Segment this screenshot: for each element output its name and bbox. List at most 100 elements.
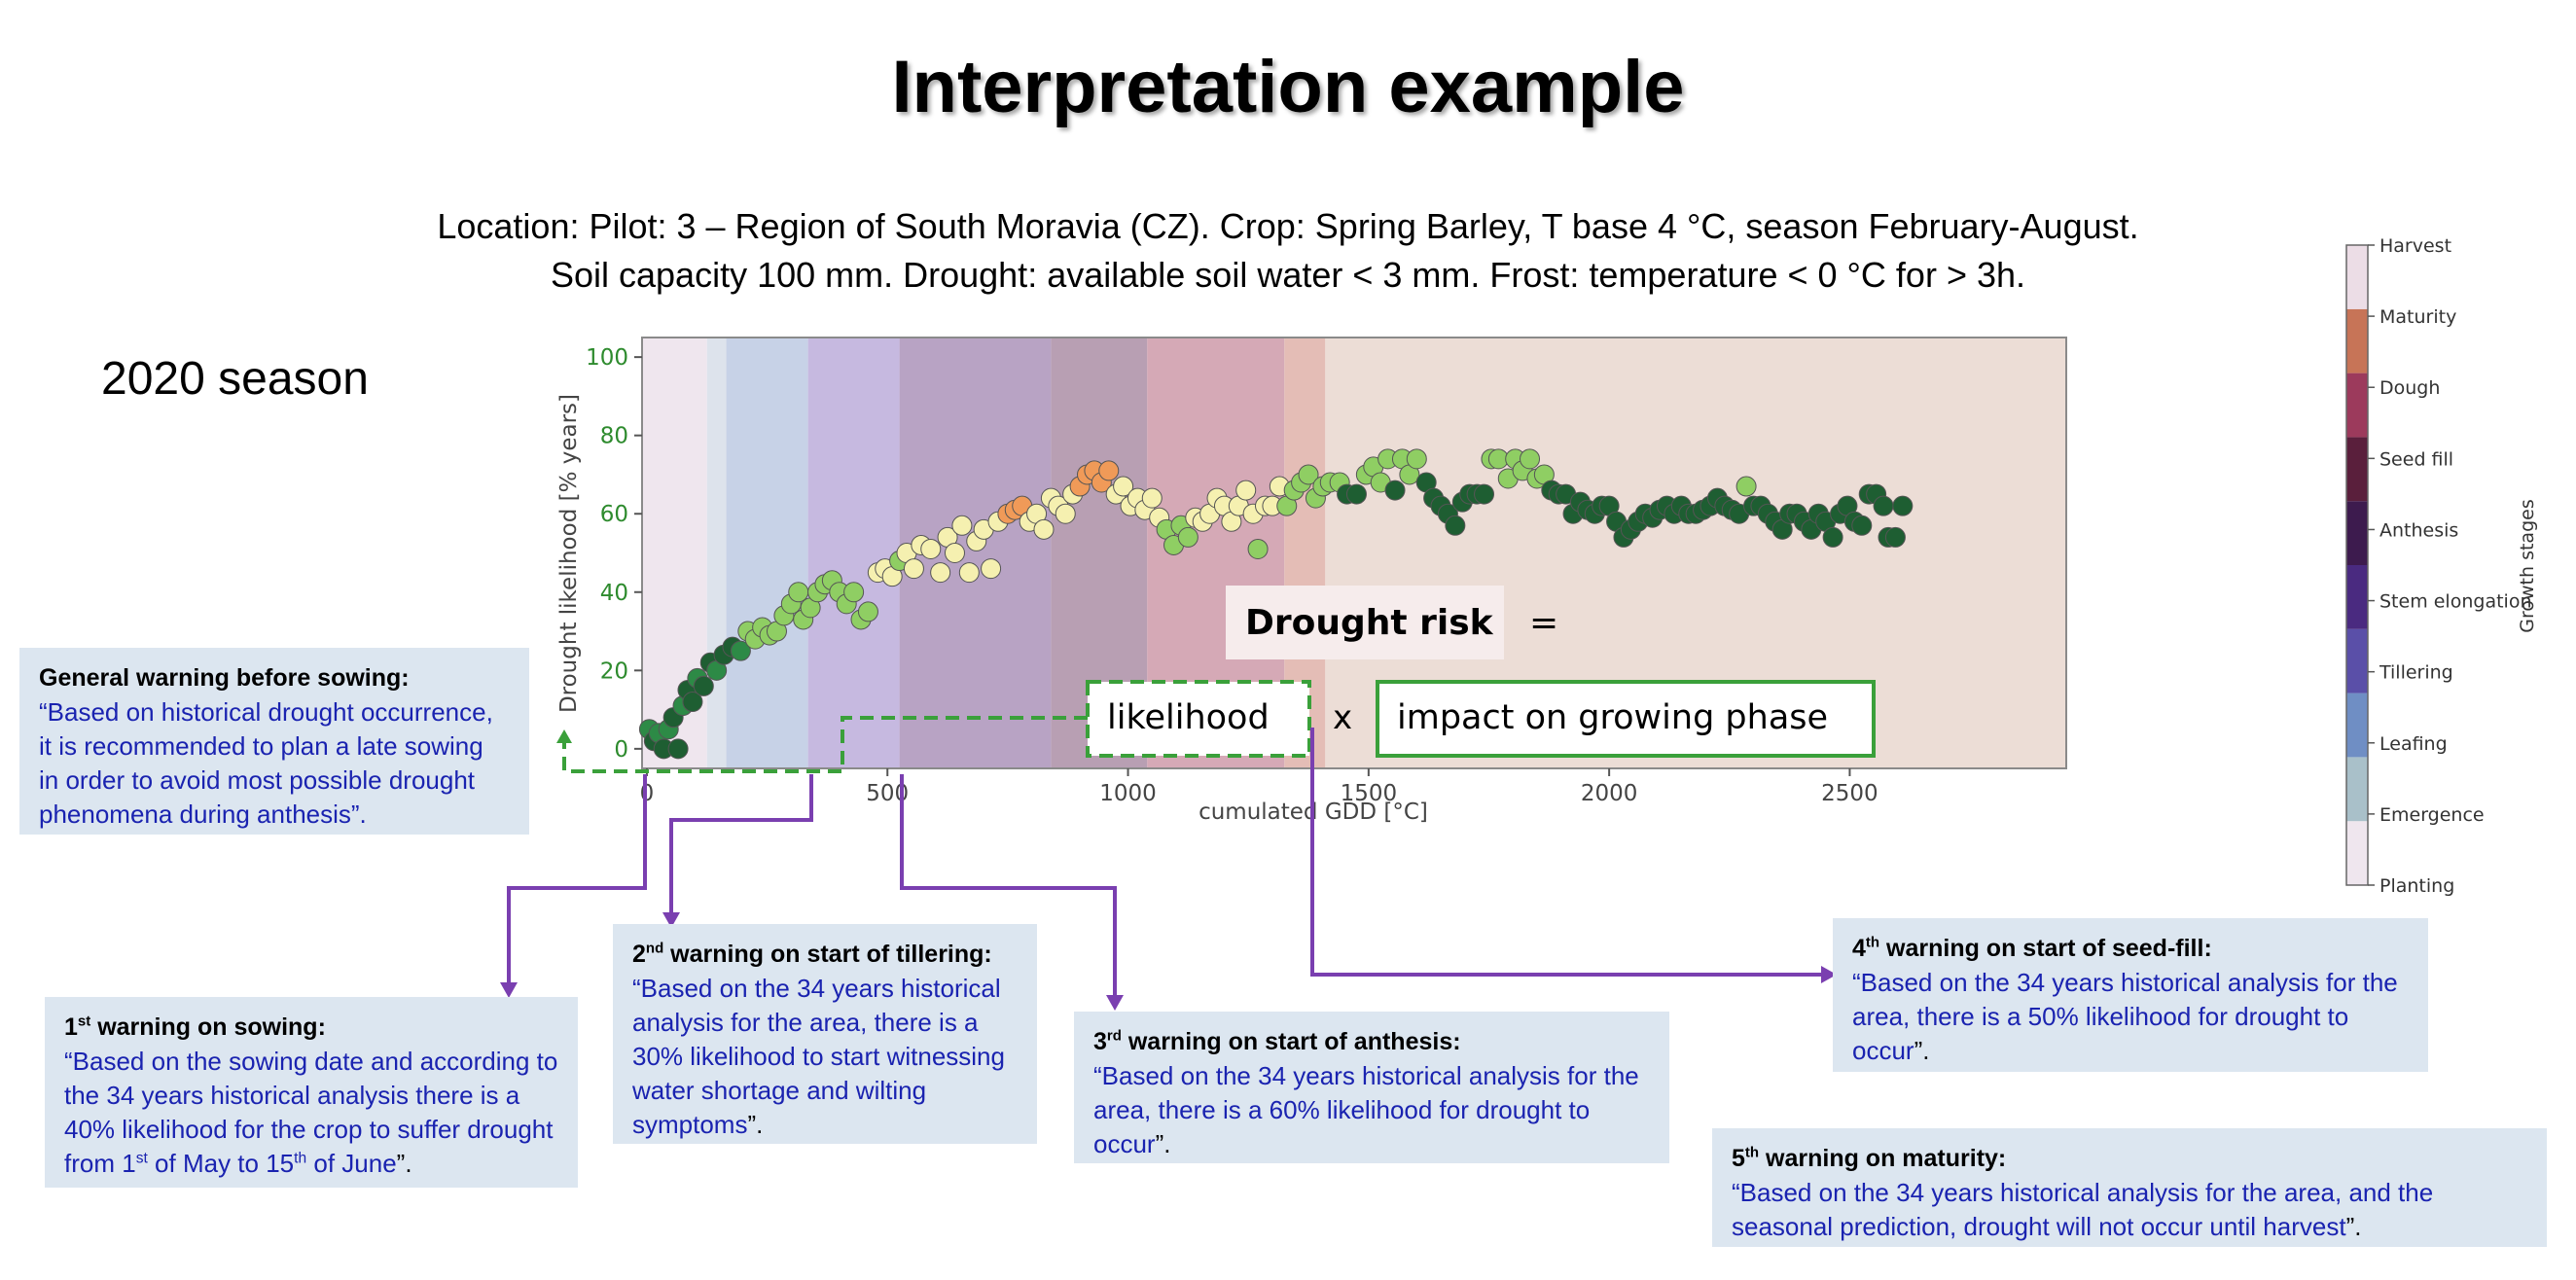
warning-3-header: 3rd warning on start of anthesis: [1093, 1027, 1461, 1055]
colorbar-stage-label: Stem elongation [2379, 591, 2531, 613]
data-point [730, 640, 751, 661]
data-point [920, 538, 942, 559]
colorbar-segment-harvest [2346, 245, 2368, 309]
colorbar-segment-anthesis [2346, 501, 2368, 565]
colorbar-segment-maturity [2346, 308, 2368, 373]
arrow-tillering [669, 774, 813, 914]
colorbar-segment-tillering [2346, 628, 2368, 693]
data-point [1884, 526, 1906, 548]
stage-band-3 [807, 338, 900, 768]
y-axis-label: Drought likelihood [% years] [556, 394, 582, 713]
warning-2-body: “Based on the 34 years historical analys… [632, 974, 1005, 1139]
general-warning-header: General warning before sowing: [39, 664, 410, 692]
data-point [1474, 483, 1495, 505]
colorbar-stage-label: Anthesis [2379, 519, 2458, 541]
subtitle-line-1: Location: Pilot: 3 – Region of South Mor… [437, 206, 2139, 246]
data-point [903, 558, 924, 580]
impact-text: impact on growing phase [1397, 698, 1828, 737]
colorbar-segment-stem-elongation [2346, 565, 2368, 629]
subtitle-line-2: Soil capacity 100 mm. Drought: available… [550, 255, 2026, 295]
data-point [1235, 480, 1257, 501]
y-axis: 0 20 40 60 80 100 [586, 345, 642, 763]
slide-title: Interpretation example [891, 46, 1685, 128]
data-point [1520, 448, 1541, 470]
equals-sign: = [1529, 603, 1558, 643]
colorbar-stage-label: Harvest [2379, 235, 2451, 257]
data-point [1873, 495, 1894, 516]
warning-1-box: 1st warning on sowing: “Based on the sow… [45, 997, 578, 1188]
data-point [1406, 448, 1427, 470]
warning-2-box: 2nd warning on start of tillering: “Base… [613, 924, 1037, 1144]
warning-4-header: 4th warning on start of seed-fill: [1852, 934, 2212, 962]
data-point [1851, 515, 1873, 536]
data-point [1892, 495, 1914, 516]
data-point [1445, 515, 1466, 536]
connector-arrowhead [556, 729, 572, 743]
y-tick-label: 60 [600, 502, 628, 527]
data-point [1345, 483, 1367, 505]
warning-4-body: “Based on the 34 years historical analys… [1852, 968, 2398, 1065]
warning-5-header: 5th warning on maturity: [1732, 1144, 2007, 1172]
data-point [1141, 487, 1163, 509]
y-tick-label: 40 [600, 581, 628, 606]
data-point [951, 515, 973, 536]
data-point [1298, 464, 1319, 485]
x-tick-label: 2000 [1581, 781, 1638, 806]
colorbar-segment-planting [2346, 821, 2368, 885]
arrowhead-anthesis [1106, 995, 1124, 1011]
likelihood-box [1086, 680, 1311, 758]
y-tick-label: 100 [586, 345, 628, 371]
y-tick-label: 20 [600, 658, 628, 684]
colorbar-stage-label: Emergence [2379, 804, 2485, 826]
data-point [930, 562, 951, 584]
data-point [682, 692, 703, 713]
stage-band-1 [706, 338, 727, 768]
warning-4-box: 4th warning on start of seed-fill: “Base… [1833, 918, 2428, 1072]
colorbar-stage-label: Leafing [2379, 733, 2448, 755]
growth-stage-colorbar: Planting Emergence Leafing Tillering Stem el… [2345, 235, 2531, 897]
data-point [1735, 476, 1757, 497]
warning-arrows [507, 728, 1824, 997]
warning-5-body: “Based on the 34 years historical analys… [1732, 1178, 2434, 1241]
data-point [981, 558, 1002, 580]
data-point [1033, 518, 1055, 540]
arrowhead-tillering [662, 912, 680, 928]
arrow-seed-fill [1310, 728, 1824, 977]
data-point [1247, 538, 1269, 559]
arrow-sowing [507, 774, 647, 984]
plot-frame [641, 337, 2067, 769]
colorbar-stage-label: Tillering [2379, 662, 2453, 684]
warning-arrowheads [500, 912, 1837, 1011]
colorbar-label: Growth stages [2517, 499, 2538, 632]
data-point [788, 582, 809, 603]
data-point [1055, 503, 1076, 524]
data-point [1098, 460, 1120, 481]
y-tick-label: 0 [614, 737, 628, 763]
x-tick-label: 1500 [1341, 781, 1398, 806]
warning-1-header: 1st warning on sowing: [64, 1013, 326, 1041]
colorbar-stage-label: Dough [2379, 377, 2440, 399]
warning-2-header: 2nd warning on start of tillering: [632, 940, 992, 968]
warning-3-box: 3rd warning on start of anthesis: “Based… [1074, 1012, 1669, 1163]
drought-risk-text: Drought risk [1245, 603, 1494, 643]
warning-1-body: “Based on the sowing date and according … [64, 1047, 558, 1178]
colorbar-stage-label: Maturity [2379, 306, 2456, 328]
likelihood-connector [562, 716, 1088, 773]
general-warning-body: “Based on historical drought occurrence,… [39, 697, 493, 829]
data-point [693, 675, 714, 696]
colorbar-segment-seed-fill [2346, 437, 2368, 502]
colorbar-stage-label: Planting [2379, 875, 2454, 897]
warning-3-body: “Based on the 34 years historical analys… [1093, 1061, 1639, 1158]
times-sign: x [1333, 698, 1352, 737]
data-point [944, 543, 965, 563]
y-tick-label: 80 [600, 424, 628, 449]
colorbar-stage-label: Seed fill [2379, 448, 2453, 470]
colorbar-segment-emergence [2346, 757, 2368, 822]
arrow-anthesis [900, 774, 1117, 997]
x-tick-label: 1000 [1099, 781, 1157, 806]
data-point [1384, 480, 1406, 501]
data-point [1822, 526, 1843, 548]
data-points [638, 448, 1914, 760]
likelihood-text: likelihood [1107, 698, 1270, 737]
